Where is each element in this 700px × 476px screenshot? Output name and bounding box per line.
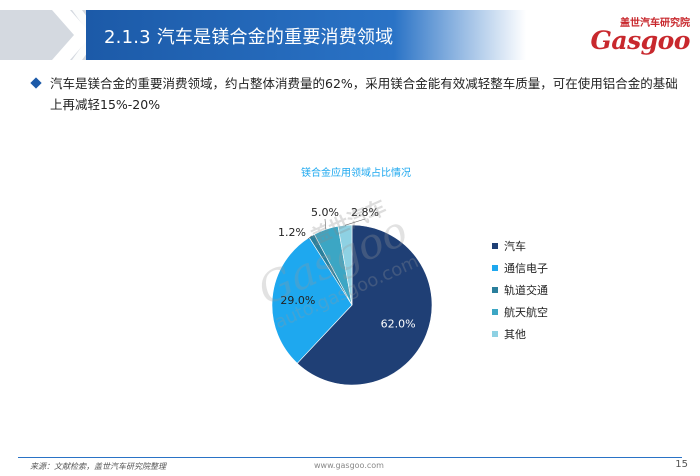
legend-swatch-2 [492,265,498,271]
pie-slice-1 [296,224,433,386]
header-band: 2.1.3 汽车是镁合金的重要消费领域 [0,10,700,60]
legend-label-1: 汽车 [504,239,526,253]
pie-slice-5 [337,224,353,306]
legend-swatch-3 [492,287,498,293]
page-title: 2.1.3 汽车是镁合金的重要消费领域 [104,27,394,48]
leader-line-4 [324,218,327,230]
legend-label-4: 航天航空 [504,305,548,319]
legend-label-5: 其他 [504,328,526,341]
leader-line-3 [307,235,312,240]
slice-label-2: 29.0% [280,294,315,307]
footer-source: 来源：文献检索，盖世汽车研究院整理 [30,462,166,471]
legend-label-3: 轨道交通 [504,283,548,297]
logo-cn-text: 盖世汽车研究院 [620,18,690,29]
legend-swatch-4 [492,309,498,315]
slice-label-4: 5.0% [311,206,339,219]
footer-divider [18,457,682,458]
bullet-text: 汽车是镁合金的重要消费领域，约占整体消费量的62%，采用镁合金能有效减轻整车质量… [50,76,678,112]
pie-slice-2 [271,237,353,364]
leader-line-5 [344,218,366,226]
logo-en-text: Gasgoo [590,26,691,55]
header-title-bar [86,10,526,60]
footer-url: www.gasgoo.com [314,461,384,470]
slice-label-1: 62.0% [381,317,416,330]
slice-label-5: 2.8% [351,206,379,219]
gasgoo-logo: 盖世汽车研究院 Gasgoo [560,10,691,56]
chart-title: 镁合金应用领域占比情况 [301,166,411,179]
legend-label-2: 通信电子 [504,262,548,275]
page-number: 15 [675,459,688,470]
legend-swatch-1 [492,243,498,249]
slice-label-3: 1.2% [278,226,306,239]
legend-swatch-5 [492,331,498,337]
